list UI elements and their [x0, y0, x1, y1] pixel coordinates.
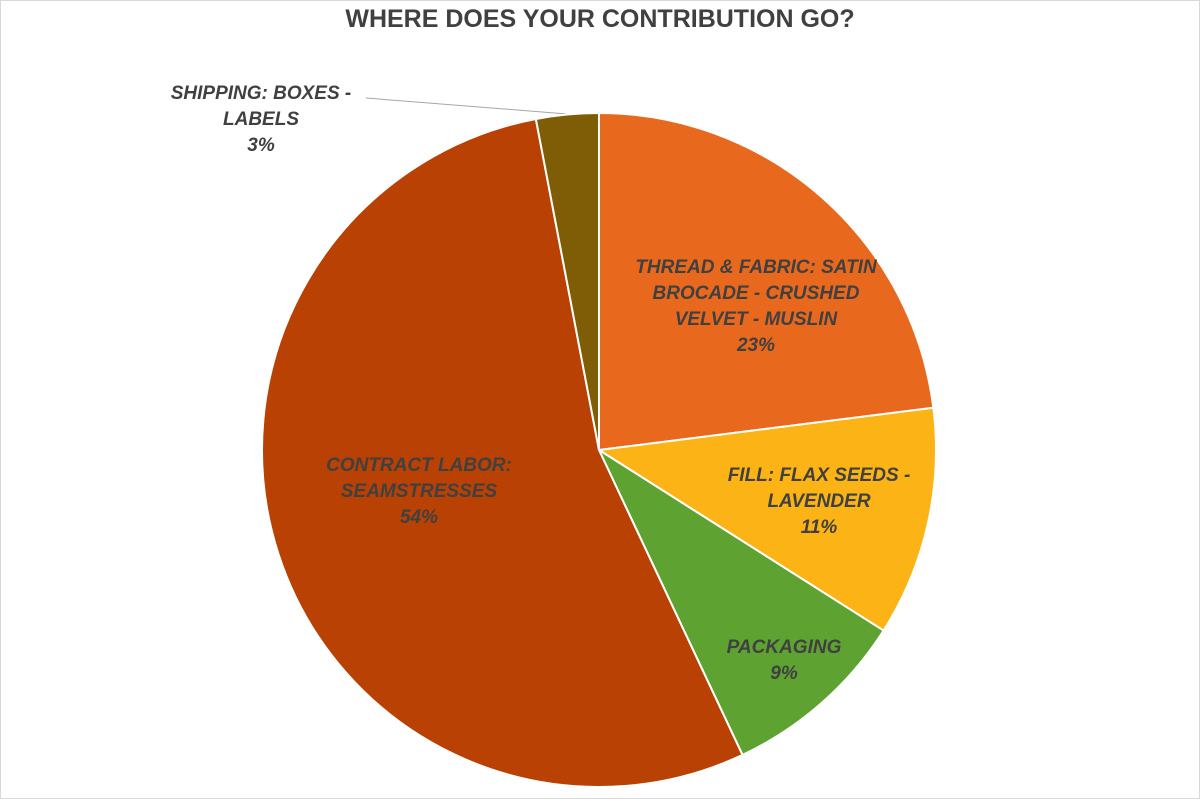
category-label: CONTRACT LABOR: SEAMSTRESSES	[326, 455, 512, 502]
pie-slice	[534, 111, 600, 451]
category-label: FILL: FLAX SEEDS - LAVENDER	[727, 465, 911, 512]
data-label: PACKAGING 9%	[684, 635, 884, 687]
data-label: THREAD & FABRIC: SATIN BROCADE - CRUSHED…	[626, 255, 886, 359]
category-label: THREAD & FABRIC: SATIN BROCADE - CRUSHED…	[635, 257, 877, 330]
category-label: SHIPPING: BOXES - LABELS	[170, 83, 352, 130]
value-label: 23%	[736, 335, 776, 356]
data-label: SHIPPING: BOXES - LABELS 3%	[136, 81, 386, 159]
chart-title: WHERE DOES YOUR CONTRIBUTION GO?	[345, 5, 855, 33]
pie-slice	[598, 111, 935, 452]
value-label: 3%	[247, 135, 275, 156]
leader-line	[365, 97, 568, 115]
data-label: CONTRACT LABOR: SEAMSTRESSES 54%	[289, 453, 549, 531]
category-label: PACKAGING	[726, 637, 842, 658]
value-label: 11%	[800, 517, 838, 538]
pie-slice	[596, 406, 937, 632]
pie-slice	[596, 447, 885, 757]
value-label: 9%	[770, 663, 798, 684]
pie-slice	[261, 117, 744, 788]
data-label: FILL: FLAX SEEDS - LAVENDER 11%	[694, 463, 944, 541]
value-label: 54%	[399, 507, 439, 528]
